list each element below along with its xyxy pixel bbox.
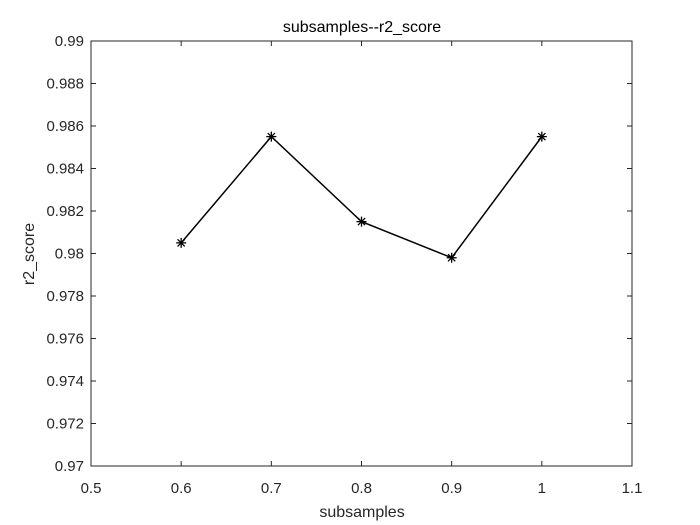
axis-ticks — [90, 40, 633, 467]
x-tick-labels: 0.5 0.6 0.7 0.8 0.9 1 1.1 — [81, 480, 643, 497]
x-tick-label: 0.7 — [261, 480, 282, 497]
y-tick-label: 0.986 — [46, 118, 84, 135]
data-point-marker — [446, 252, 457, 263]
y-tick-label: 0.984 — [46, 161, 84, 178]
y-tick-label: 0.976 — [46, 331, 84, 348]
y-tick-label: 0.982 — [46, 203, 84, 220]
y-tick-label: 0.978 — [46, 288, 84, 305]
chart-title: subsamples--r2_score — [283, 19, 441, 36]
x-tick-label: 0.8 — [351, 480, 372, 497]
x-tick-label: 0.6 — [171, 480, 192, 497]
y-tick-label: 0.99 — [55, 33, 84, 50]
y-tick-label: 0.972 — [46, 416, 84, 433]
y-tick-labels: 0.97 0.972 0.974 0.976 0.978 0.98 0.982 0.984 0.… — [46, 33, 84, 475]
data-point-marker — [536, 131, 547, 142]
y-tick-label: 0.97 — [55, 458, 84, 475]
y-axis-label: r2_score — [21, 223, 38, 285]
y-tick-label: 0.988 — [46, 76, 84, 93]
data-point-marker — [356, 216, 367, 227]
x-axis-label: subsamples — [319, 504, 404, 521]
plot-area — [90, 40, 633, 467]
x-tick-label: 1.1 — [622, 480, 643, 497]
x-tick-label: 0.5 — [81, 480, 102, 497]
y-tick-label: 0.974 — [46, 373, 84, 390]
data-point-marker — [176, 237, 187, 248]
data-series — [176, 131, 547, 263]
y-tick-label: 0.98 — [55, 246, 84, 263]
x-tick-label: 0.9 — [441, 480, 462, 497]
data-point-marker — [266, 131, 277, 142]
x-tick-label: 1 — [538, 480, 546, 497]
